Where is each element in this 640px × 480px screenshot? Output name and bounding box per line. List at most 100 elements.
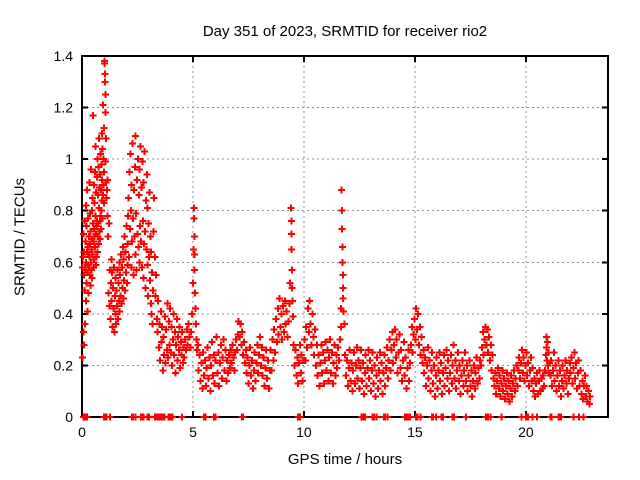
data-point-marker: [349, 367, 357, 375]
data-point-marker: [400, 338, 408, 346]
data-point-marker: [151, 253, 159, 261]
data-point-marker: [511, 387, 519, 395]
data-point-marker: [257, 361, 265, 369]
data-point-marker: [284, 333, 292, 341]
data-point-marker: [475, 374, 483, 382]
data-point-marker: [185, 320, 193, 328]
data-point-marker: [149, 320, 157, 328]
data-point-marker: [348, 387, 356, 395]
y-tick-label: 1.4: [54, 48, 74, 64]
data-point-marker: [344, 382, 352, 390]
data-point-marker: [191, 251, 199, 259]
data-point-marker: [506, 385, 514, 393]
data-point-marker: [134, 155, 142, 163]
data-point-marker: [558, 377, 566, 385]
data-point-marker: [95, 240, 103, 248]
data-point-marker: [101, 60, 109, 68]
data-point-marker: [516, 374, 524, 382]
data-point-marker: [163, 300, 171, 308]
data-point-marker: [254, 369, 262, 377]
data-point-marker: [129, 214, 137, 222]
data-point-marker: [336, 336, 344, 344]
data-point-marker: [153, 315, 161, 323]
data-point-marker: [191, 289, 199, 297]
data-point-marker: [268, 367, 276, 375]
data-point-marker: [424, 343, 432, 351]
data-point-marker: [107, 256, 115, 264]
data-point-marker: [309, 333, 317, 341]
data-point-marker: [409, 349, 417, 357]
data-point-marker: [338, 207, 346, 215]
data-point-marker: [327, 369, 335, 377]
data-point-marker: [146, 233, 154, 240]
data-point-marker: [389, 359, 397, 367]
data-point-marker: [190, 214, 198, 222]
data-point-marker: [244, 354, 252, 362]
data-point-marker: [159, 367, 167, 375]
data-point-marker: [338, 186, 346, 194]
data-point-marker: [479, 328, 487, 336]
data-point-marker: [183, 325, 191, 333]
data-point-marker: [98, 214, 106, 222]
data-point-marker: [82, 297, 90, 305]
data-point-marker: [166, 305, 174, 313]
data-point-marker: [509, 379, 517, 387]
data-point-marker: [124, 212, 132, 220]
data-point-marker: [105, 289, 113, 297]
data-point-marker: [294, 379, 302, 387]
data-point-marker: [146, 276, 154, 284]
data-point-marker: [500, 374, 508, 382]
data-point-marker: [305, 328, 313, 336]
data-point-marker: [256, 333, 264, 341]
data-point-marker: [248, 356, 256, 364]
data-point-marker: [131, 251, 139, 259]
data-point-marker: [280, 328, 288, 336]
data-point-marker: [450, 413, 458, 421]
data-point-marker: [99, 101, 107, 109]
data-point-marker: [540, 382, 548, 390]
data-point-marker: [448, 379, 456, 387]
data-point-marker: [192, 320, 200, 328]
data-point-marker: [457, 390, 465, 398]
data-point-marker: [201, 413, 209, 421]
data-point-marker: [490, 382, 498, 390]
data-point-marker: [136, 165, 144, 173]
data-point-marker: [513, 382, 521, 390]
data-point-marker: [100, 168, 108, 176]
data-point-marker: [97, 225, 105, 233]
data-point-marker: [239, 413, 247, 421]
data-point-marker: [97, 186, 105, 194]
data-point-marker: [244, 379, 252, 387]
data-point-marker: [541, 367, 549, 375]
data-point-marker: [316, 359, 324, 367]
data-point-marker: [562, 379, 570, 387]
data-point-marker: [168, 361, 176, 369]
data-point-marker: [315, 382, 323, 390]
data-point-marker: [109, 323, 117, 331]
data-point-marker: [134, 243, 142, 251]
data-point-marker: [232, 336, 240, 344]
data-point-marker: [182, 346, 190, 354]
data-point-marker: [450, 341, 458, 349]
data-point-marker: [167, 323, 175, 331]
data-point-marker: [375, 367, 383, 375]
data-point-marker: [132, 132, 140, 140]
data-point-marker: [414, 310, 422, 318]
data-point-marker: [126, 150, 134, 158]
data-point-marker: [529, 387, 537, 395]
x-tick-label: 20: [518, 424, 534, 440]
data-point-marker: [335, 356, 343, 364]
data-point-marker: [171, 369, 179, 377]
data-point-marker: [271, 349, 279, 357]
data-point-marker: [346, 346, 354, 354]
data-point-marker: [141, 284, 149, 292]
data-point-marker: [88, 274, 96, 282]
data-point-marker: [133, 176, 141, 184]
data-point-marker: [99, 145, 107, 153]
data-point-marker: [80, 287, 88, 295]
data-point-marker: [567, 369, 575, 377]
data-point-marker: [181, 336, 189, 344]
data-point-marker: [159, 333, 167, 341]
data-point-marker: [307, 320, 315, 328]
data-point-marker: [487, 341, 495, 349]
